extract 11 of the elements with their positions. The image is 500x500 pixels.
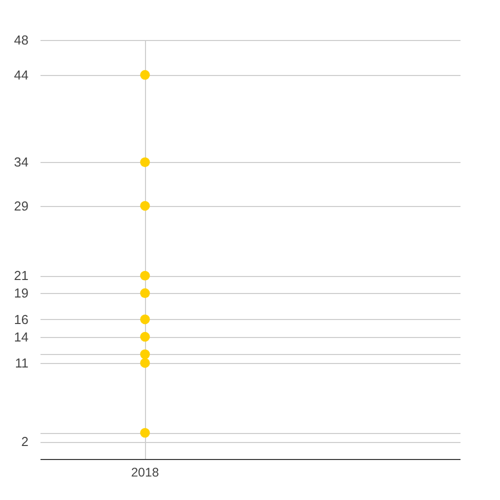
x-tick-label: 2018 (131, 466, 159, 480)
y-tick-label: 16 (14, 312, 28, 327)
y-tick-label: 48 (14, 32, 28, 48)
y-tick-label: 44 (14, 67, 28, 82)
y-tick-label: 14 (14, 329, 28, 344)
y-tick-label: 21 (14, 268, 28, 284)
y-tick-label: 34 (14, 154, 28, 170)
y-tick-label: 29 (14, 198, 28, 214)
y-tick-label: 2 (21, 434, 28, 450)
y-tick-label: 11 (15, 355, 28, 370)
y-tick-label: 19 (14, 286, 28, 301)
